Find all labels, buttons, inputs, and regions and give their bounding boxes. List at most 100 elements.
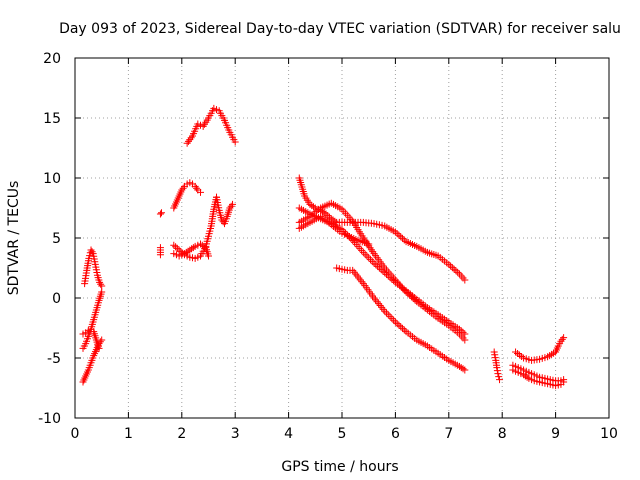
series-arc-17: [490, 348, 504, 384]
data-point: [402, 288, 410, 296]
series-arc-20: [512, 334, 568, 364]
data-point: [379, 305, 387, 313]
data-point: [353, 272, 361, 280]
data-point: [218, 216, 226, 224]
data-point: [399, 234, 407, 242]
data-point: [493, 367, 501, 375]
data-point: [393, 230, 401, 238]
data-point: [182, 248, 190, 256]
data-point: [461, 336, 469, 344]
data-point: [457, 364, 465, 372]
y-axis-label: SDTVAR / TECUs: [6, 181, 22, 296]
y-tick-label: -5: [47, 351, 61, 367]
data-point: [196, 240, 204, 248]
data-point: [180, 250, 188, 258]
series-arc-19: [509, 361, 568, 385]
data-point: [459, 365, 467, 373]
data-point: [390, 316, 398, 324]
series-arc-07: [170, 179, 204, 212]
data-point: [366, 256, 374, 264]
data-point: [170, 241, 178, 249]
data-point: [496, 376, 504, 384]
x-tick-label: 4: [284, 426, 293, 442]
y-tick-label: 15: [43, 111, 61, 127]
data-point: [173, 244, 181, 252]
y-tick-label: -10: [38, 411, 61, 427]
y-tick-label: 5: [52, 231, 61, 247]
chart-title: Day 093 of 2023, Sidereal Day-to-day VTE…: [59, 21, 621, 37]
data-point: [186, 246, 194, 254]
y-tick-label: 0: [52, 291, 61, 307]
data-point: [384, 311, 392, 319]
data-point: [196, 188, 204, 196]
data-point: [378, 303, 386, 311]
data-point: [406, 291, 414, 299]
data-point: [229, 200, 237, 208]
data-point: [557, 337, 565, 345]
data-point: [448, 264, 456, 272]
data-point: [227, 202, 235, 210]
data-point: [365, 240, 373, 248]
data-point: [331, 217, 339, 225]
data-point: [177, 248, 185, 256]
data-point: [192, 184, 200, 192]
x-tick-label: 0: [71, 426, 80, 442]
data-point: [386, 313, 394, 321]
series-arc-10: [213, 193, 237, 228]
y-tick-label: 10: [43, 171, 61, 187]
data-point: [158, 209, 166, 217]
data-point: [226, 204, 234, 212]
series-arc-09: [170, 240, 212, 260]
series-arc-04: [81, 246, 106, 290]
plot-frame: [74, 57, 610, 419]
series-arc-06: [156, 209, 166, 218]
data-point: [350, 268, 358, 276]
data-point: [445, 260, 453, 268]
data-point: [156, 244, 164, 252]
data-point: [407, 293, 415, 301]
grid: [75, 58, 609, 418]
data-point: [88, 248, 96, 256]
data-point: [365, 254, 373, 262]
data-point: [372, 261, 380, 269]
data-point: [376, 302, 384, 310]
data-point: [560, 334, 568, 342]
data-point: [391, 318, 399, 326]
data-point: [391, 228, 399, 236]
y-tick-label: 20: [43, 51, 61, 67]
data-point: [361, 250, 369, 258]
data-point: [310, 203, 318, 211]
data-point: [383, 309, 390, 317]
data-point: [98, 288, 106, 296]
x-tick-label: 5: [338, 426, 347, 442]
data-point: [187, 134, 195, 142]
data-point: [454, 268, 462, 276]
data-point: [455, 362, 463, 370]
data-point: [452, 267, 460, 275]
data-point: [558, 335, 566, 343]
data-point: [308, 202, 316, 210]
series-arc-05: [156, 244, 164, 259]
data-point: [179, 184, 187, 192]
series-arc-16: [333, 264, 469, 374]
data-point: [156, 210, 164, 218]
x-tick-label: 2: [177, 426, 186, 442]
data-point: [560, 376, 568, 384]
data-point: [189, 244, 197, 252]
x-tick-label: 10: [600, 426, 618, 442]
series-arc-15: [295, 212, 373, 248]
series-arc-14: [295, 199, 469, 344]
data-point: [393, 320, 401, 328]
data-point: [322, 210, 330, 218]
data-point: [183, 139, 191, 147]
data-point: [306, 200, 314, 208]
x-axis-label: GPS time / hours: [281, 459, 398, 475]
data-point: [521, 372, 529, 380]
data-point: [184, 247, 192, 255]
data-point: [375, 300, 383, 308]
data-point: [188, 245, 196, 253]
data-point: [186, 136, 194, 144]
x-tick-label: 1: [124, 426, 133, 442]
data-point: [450, 265, 458, 273]
